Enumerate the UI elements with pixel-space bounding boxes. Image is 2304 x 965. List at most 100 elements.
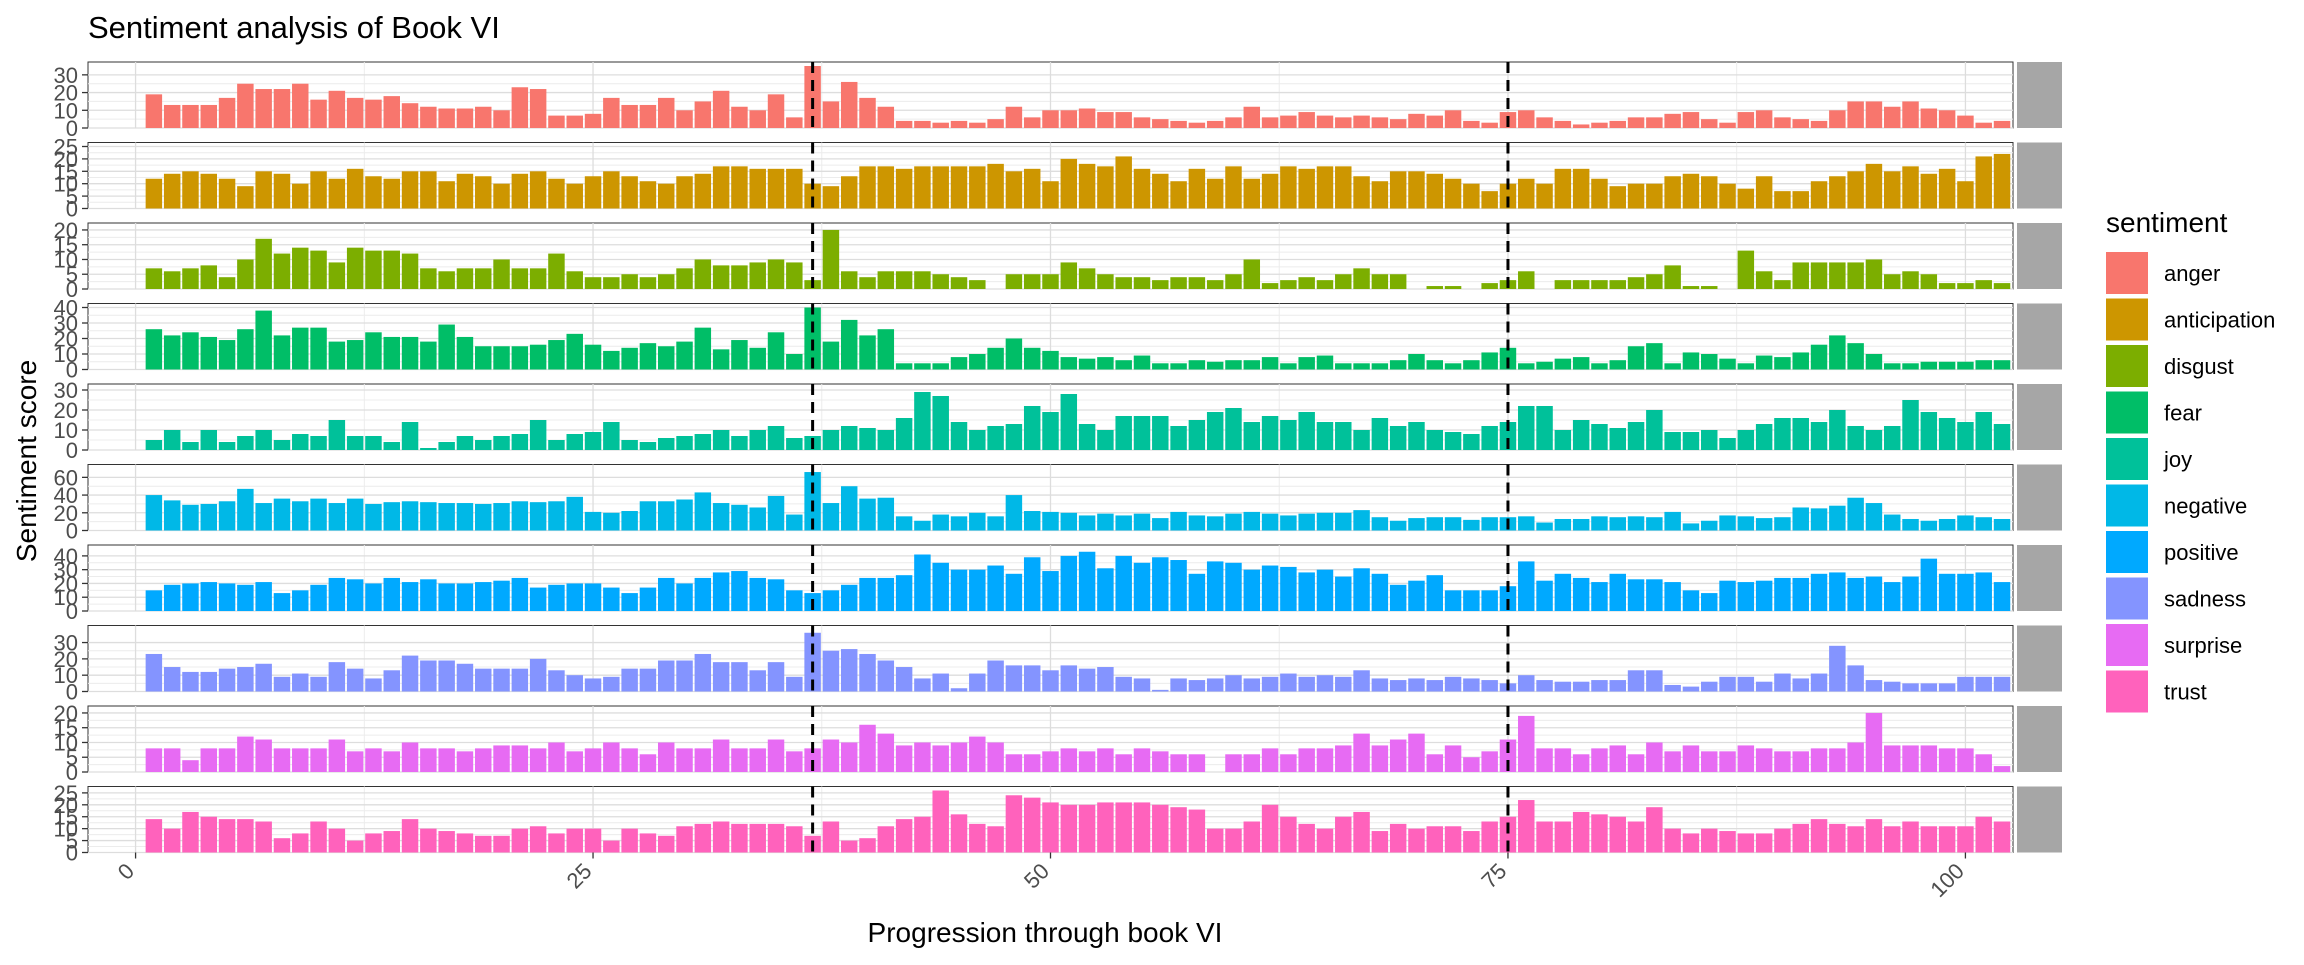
bar-surprise-32 (712, 739, 730, 772)
bar-joy-50 (1042, 412, 1059, 450)
legend-swatch (2106, 624, 2148, 666)
bar-joy-3 (182, 442, 199, 450)
bar-anticipation-25 (584, 176, 602, 209)
bar-positive-87 (1719, 580, 1736, 611)
bar-disgust-66 (1335, 274, 1352, 289)
bar-anticipation-82 (1627, 183, 1645, 209)
bar-joy-26 (603, 422, 620, 450)
bar-surprise-77 (1536, 748, 1553, 772)
bar-disgust-18 (456, 268, 474, 289)
bar-surprise-78 (1554, 748, 1572, 772)
bar-anger-61 (1243, 106, 1261, 128)
bar-negative-41 (877, 497, 895, 531)
bar-fear-58 (1188, 360, 1206, 370)
bar-anger-63 (1280, 115, 1297, 128)
bar-anticipation-41 (877, 166, 895, 209)
bar-trust-39 (840, 840, 858, 853)
bar-negative-93 (1829, 505, 1846, 531)
bar-anger-62 (1261, 117, 1279, 128)
bar-disgust-94 (1847, 262, 1864, 289)
bar-surprise-52 (1078, 751, 1096, 772)
bar-anger-20 (493, 110, 510, 128)
bar-anticipation-79 (1572, 168, 1590, 209)
bar-sadness-51 (1060, 665, 1078, 692)
bar-anger-78 (1554, 120, 1572, 128)
bar-positive-76 (1518, 561, 1535, 611)
bar-disgust-26 (603, 277, 620, 289)
bar-fear-57 (1170, 363, 1187, 370)
bar-positive-97 (1902, 576, 1919, 611)
y-tick-label: 0 (66, 438, 78, 463)
bar-positive-74 (1481, 590, 1498, 611)
bar-negative-58 (1188, 515, 1206, 531)
bar-anger-55 (1133, 117, 1151, 128)
y-tick-label: 0 (66, 680, 78, 705)
bar-anticipation-67 (1353, 176, 1370, 209)
bar-joy-94 (1847, 426, 1864, 450)
bar-negative-66 (1335, 512, 1352, 531)
bar-trust-32 (712, 821, 730, 853)
y-tick-label: 0 (66, 277, 78, 302)
bar-anger-24 (566, 115, 583, 128)
bar-anger-23 (548, 115, 565, 128)
bar-joy-28 (639, 442, 657, 450)
bar-positive-88 (1737, 582, 1755, 611)
y-tick-label: 10 (54, 342, 78, 367)
bar-surprise-69 (1389, 739, 1407, 772)
bar-joy-2 (163, 430, 181, 450)
bar-negative-11 (328, 503, 346, 531)
bar-positive-50 (1042, 571, 1059, 611)
bar-joy-55 (1133, 416, 1151, 450)
bar-negative-13 (365, 503, 382, 531)
bar-anticipation-7 (255, 171, 272, 209)
y-tick-label: 20 (54, 647, 78, 672)
facet-fear: 010203040fear (54, 296, 2062, 383)
bar-fear-20 (493, 346, 510, 370)
facet-anticipation: 0510152025anticipation (54, 135, 2062, 222)
bar-disgust-101 (1975, 280, 1992, 289)
y-tick-label: 20 (54, 218, 78, 243)
bar-negative-43 (914, 520, 931, 531)
bar-anger-82 (1627, 117, 1645, 128)
bar-negative-100 (1957, 515, 1974, 531)
bar-anger-19 (475, 106, 492, 128)
bar-positive-16 (420, 579, 437, 611)
bar-anticipation-52 (1078, 163, 1096, 209)
bar-anticipation-55 (1133, 168, 1151, 209)
bar-sadness-31 (694, 653, 712, 692)
bar-anger-18 (456, 108, 474, 128)
bar-surprise-42 (895, 745, 913, 772)
bar-surprise-93 (1829, 748, 1846, 772)
bar-negative-79 (1572, 518, 1590, 531)
legend-item-positive: positive (2106, 531, 2239, 573)
bar-sadness-11 (328, 662, 346, 692)
bar-surprise-96 (1883, 745, 1901, 772)
bar-anticipation-4 (200, 173, 218, 209)
bar-trust-2 (163, 828, 181, 853)
bar-disgust-17 (438, 271, 455, 289)
bar-positive-49 (1023, 557, 1041, 611)
bar-positive-80 (1591, 582, 1608, 611)
bar-anger-59 (1206, 120, 1224, 128)
bar-disgust-89 (1755, 271, 1773, 289)
bar-fear-5 (218, 340, 236, 370)
bar-sadness-96 (1883, 681, 1901, 692)
bar-joy-30 (676, 436, 693, 450)
bar-sadness-74 (1481, 680, 1498, 692)
bar-anticipation-96 (1883, 171, 1901, 209)
bar-fear-8 (273, 335, 291, 370)
bar-trust-82 (1627, 821, 1645, 853)
bar-negative-86 (1701, 520, 1718, 531)
bar-joy-58 (1188, 420, 1206, 450)
y-tick-label: 20 (54, 501, 78, 526)
bar-sadness-89 (1755, 681, 1773, 692)
bar-anger-48 (1005, 106, 1023, 128)
bar-sadness-66 (1335, 676, 1352, 692)
bar-negative-67 (1353, 510, 1370, 531)
bar-sadness-27 (621, 668, 638, 692)
bar-trust-53 (1097, 802, 1114, 853)
bar-anticipation-48 (1005, 171, 1023, 209)
bar-positive-90 (1774, 577, 1791, 611)
bar-trust-66 (1335, 816, 1352, 853)
bar-anger-1 (145, 94, 163, 128)
